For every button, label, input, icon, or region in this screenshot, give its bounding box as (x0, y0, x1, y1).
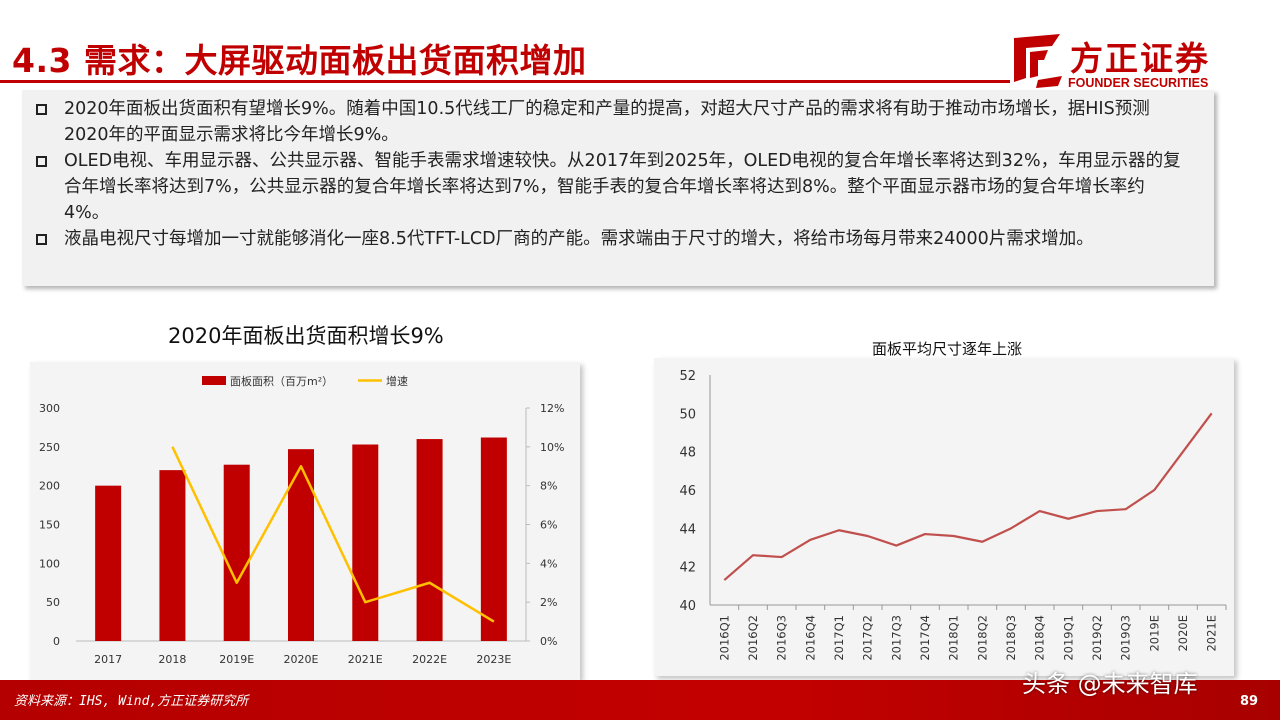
x-tick-label: 2022E (412, 653, 447, 666)
panel-area-chart: 面板面积（百万m²） 增速 0 50 100 150 200 250 300 0% 2% 4% 6% 8%… (39, 374, 564, 666)
y-tick-label: 44 (679, 522, 696, 537)
bullet-text: OLED电视、车用显示器、公共显示器、智能手表需求增速较快。从2017年到202… (64, 151, 1181, 223)
average-size-line (723, 412, 1213, 581)
summary-box: 2020年面板出货面积有望增长9%。随着中国10.5代线工厂的稳定和产量的提高，… (22, 90, 1214, 286)
bar (159, 470, 186, 641)
logo-subtitle: FOUNDER SECURITIES (1068, 76, 1209, 90)
y-tick-label: 200 (39, 480, 60, 493)
x-tick-label: 2016Q2 (746, 615, 760, 661)
title-underline (0, 80, 1010, 83)
legend-line-label: 增速 (386, 374, 408, 388)
page-title: 4.3 需求：大屏驱动面板出货面积增加 (12, 41, 587, 80)
logo-name: 方正证券 (1070, 39, 1210, 78)
bar (95, 485, 122, 641)
bullet-item: 液晶电视尺寸每增加一寸就能够消化一座8.5代TFT-LCD厂商的产能。需求端由于… (36, 226, 1188, 252)
bar (480, 437, 507, 641)
y-tick-label: 300 (39, 402, 60, 415)
x-tick-label: 2019Q1 (1061, 615, 1075, 661)
watermark: 头条 @未来智库 (1022, 670, 1198, 698)
square-bullet-icon (36, 156, 47, 167)
y-tick-label: 100 (39, 557, 60, 570)
y-tick-label: 0 (53, 635, 60, 648)
x-tick-label: 2021E (1205, 615, 1219, 652)
growth-line (171, 446, 495, 623)
footer-band (0, 680, 1280, 720)
x-tick-label: 2017 (94, 653, 122, 666)
square-bullet-icon (36, 104, 47, 115)
footer-source: 资料来源：IHS, Wind,方正证券研究所 (14, 694, 249, 709)
y2-tick-label: 8% (540, 480, 557, 493)
y2-tick-label: 10% (540, 441, 564, 454)
x-tick-label: 2018 (158, 653, 186, 666)
chart-panel-average-size: 40 42 44 46 48 50 52 2016Q1 2016Q2 2016Q3 2016Q4 20… (654, 358, 1234, 676)
x-tick-label: 2019Q2 (1090, 615, 1104, 661)
y2-tick-label: 6% (540, 519, 557, 532)
founder-logo-icon (1014, 34, 1062, 88)
average-size-chart: 40 42 44 46 48 50 52 2016Q1 2016Q2 2016Q3 2016Q4 20… (679, 369, 1227, 661)
x-tick-label: 2018Q3 (1004, 615, 1018, 661)
legend-bar-label: 面板面积（百万m²） (230, 374, 333, 388)
chart-title-panel-area: 2020年面板出货面积增长9% (168, 324, 444, 348)
y-tick-label: 46 (679, 484, 696, 499)
y-tick-label: 52 (679, 369, 696, 384)
x-tick-label: 2017Q1 (832, 615, 846, 661)
x-tick-label: 2018Q1 (947, 615, 961, 661)
bullet-text: 液晶电视尺寸每增加一寸就能够消化一座8.5代TFT-LCD厂商的产能。需求端由于… (64, 229, 1094, 249)
bar (223, 464, 250, 641)
bullet-item: 2020年面板出货面积有望增长9%。随着中国10.5代线工厂的稳定和产量的提高，… (36, 96, 1188, 148)
page-number: 89 (1240, 694, 1259, 709)
x-tick-label: 2018Q4 (1033, 615, 1047, 661)
y-tick-label: 150 (39, 519, 60, 532)
x-tick-label: 2020E (284, 653, 319, 666)
x-tick-label: 2018Q2 (975, 615, 989, 661)
y2-tick-label: 2% (540, 596, 557, 609)
x-tick-label: 2019E (219, 653, 254, 666)
chart-panel-area: 面板面积（百万m²） 增速 0 50 100 150 200 250 300 0% 2% 4% 6% 8%… (30, 362, 580, 680)
y-tick-label: 40 (679, 599, 696, 614)
x-tick-label: 2017Q3 (889, 615, 903, 661)
y2-tick-label: 0% (540, 635, 557, 648)
bar (416, 439, 443, 641)
x-tick-label: 2019Q3 (1119, 615, 1133, 661)
y-tick-label: 250 (39, 441, 60, 454)
y-tick-label: 50 (679, 407, 696, 422)
y-tick-label: 42 (679, 561, 696, 576)
y2-tick-label: 4% (540, 557, 557, 570)
x-tick-label: 2021E (348, 653, 383, 666)
bullet-item: OLED电视、车用显示器、公共显示器、智能手表需求增速较快。从2017年到202… (36, 148, 1188, 226)
x-tick-label: 2016Q3 (775, 615, 789, 661)
x-tick-label: 2017Q2 (861, 615, 875, 661)
x-tick-label: 2017Q4 (918, 615, 932, 661)
x-tick-label: 2019E (1147, 615, 1161, 652)
bullet-text: 2020年面板出货面积有望增长9%。随着中国10.5代线工厂的稳定和产量的提高，… (64, 99, 1150, 145)
legend-bar-swatch (202, 376, 226, 385)
x-tick-label: 2020E (1176, 615, 1190, 652)
square-bullet-icon (36, 234, 47, 245)
bar (288, 449, 314, 641)
y-tick-label: 48 (679, 446, 696, 461)
company-logo: 方正证券 FOUNDER SECURITIES (1008, 30, 1228, 92)
chart-title-average-size: 面板平均尺寸逐年上涨 (872, 340, 1023, 358)
y-tick-label: 50 (46, 596, 60, 609)
x-tick-label: 2016Q4 (803, 615, 817, 661)
x-tick-label: 2023E (476, 653, 511, 666)
y2-tick-label: 12% (540, 402, 564, 415)
x-tick-label: 2016Q1 (717, 615, 731, 661)
bar (352, 444, 379, 641)
